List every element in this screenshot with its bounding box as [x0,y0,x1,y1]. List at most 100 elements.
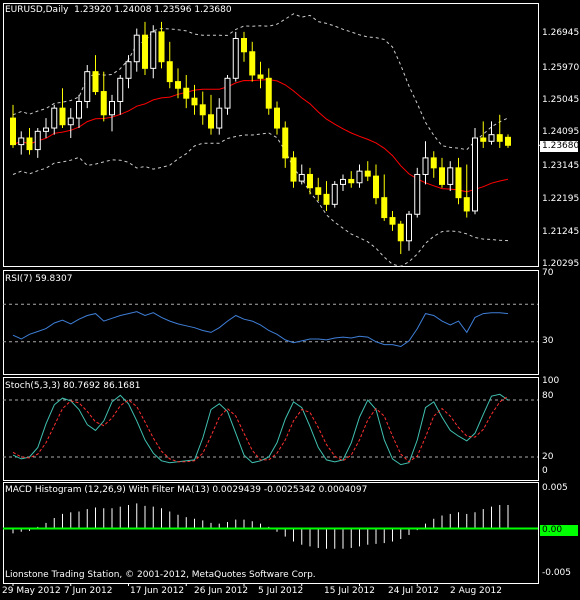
candle-body [100,91,107,116]
candle-body [183,87,190,99]
candle-body [133,34,140,63]
candle-body [389,217,396,225]
candle-body [125,61,132,79]
chart-header: EURUSD,Daily 1.23920 1.24008 1.23596 1.2… [5,5,232,15]
candle-body [397,223,404,242]
stoch-level-label: 100 [542,376,560,386]
date-tick-label: 5 Jul 2012 [258,586,304,596]
candle-body [59,107,66,126]
rsi-label: RSI(7) 59.8307 [5,274,73,284]
date-tick-label: 26 Jun 2012 [194,586,249,596]
candle-body [199,104,206,116]
candle-body [142,34,148,69]
candle-body [447,167,454,185]
candle-body [315,187,322,195]
date-tick-label: 2 Aug 2012 [450,586,502,596]
candle-body [455,167,462,199]
candle-body [175,81,181,89]
pane-border-rsi [3,270,539,375]
macd-level-label: -0.005 [542,568,572,578]
date-tick-label: 17 Jun 2012 [130,586,185,596]
symbol-info: EURUSD,Daily [5,5,69,15]
candle-body [216,107,223,129]
stoch-signal-line [12,395,509,463]
candle-body [84,71,91,103]
candle-body [10,117,16,146]
candle-body [232,38,239,79]
price-tick-label: 1.22195 [542,194,580,204]
candle-body [323,193,330,205]
ohlc-values: 1.23920 1.24008 1.23596 1.23680 [74,5,232,15]
stoch-level-label: 80 [542,391,554,401]
candle-body [92,71,99,93]
current-price-badge: 1.23680 [540,141,580,152]
candle-body [249,51,256,76]
candle-body [18,137,25,146]
candle-body [439,167,445,185]
candle-body [257,74,264,79]
candle-body [191,97,198,106]
candle-body [463,197,470,212]
candle-body [496,134,503,142]
candle-body [373,175,379,199]
candle-body [158,31,165,63]
candle-body [76,101,82,119]
rsi-line [12,311,509,348]
candle-body [480,137,487,142]
stoch-main-line [12,393,509,466]
date-tick-label: 29 May 2012 [2,586,61,596]
candle-body [298,173,305,182]
candle-body [166,61,173,83]
copyright-footer: Lionstone Trading Station, © 2001-2012, … [5,570,316,580]
date-tick-label: 15 Jul 2012 [324,586,375,596]
macd-level-label: 0.005 [542,483,568,493]
stoch-label: Stoch(5,3,3) 80.7692 86.1681 [5,381,141,391]
candle-body [356,170,363,184]
candle-body [290,157,297,182]
candle-body [414,173,421,215]
candle-body [406,213,412,242]
pane-border-price [3,3,539,267]
price-tick-label: 1.24095 [542,127,580,137]
candle-body [505,136,511,146]
candle-body [117,77,124,103]
macd-label: MACD Histogram (12,26,9) With Filter MA(… [5,485,368,495]
bollinger-lower-line [12,132,509,267]
candle-body [364,170,371,177]
pane-border-macd [3,482,539,584]
pane-border-stoch [3,377,539,481]
candle-body [274,107,280,129]
price-tick-label: 1.23145 [542,161,580,171]
candle-body [224,77,231,109]
candle-body [51,107,58,129]
candle-body [331,183,338,205]
candle-body [34,130,41,151]
candle-body [430,157,437,169]
macd-zero-badge: 0.00 [540,525,578,536]
candle-body [43,127,49,132]
price-tick-label: 1.21245 [542,227,580,237]
bollinger-upper-line [12,13,509,151]
date-tick-label: 7 Jun 2012 [64,586,113,596]
candle-body [472,137,478,212]
candle-body [282,127,289,159]
candle-body [348,178,355,184]
candle-body [488,134,495,142]
stoch-level-label: 0 [542,466,548,476]
candle-body [150,31,157,69]
candle-body [340,178,346,185]
price-tick-label: 1.20295 [542,259,580,269]
price-tick-label: 1.26945 [542,28,580,38]
rsi-level-label: 70 [542,268,554,278]
candle-body [422,157,429,175]
date-tick-label: 24 Jul 2012 [388,586,439,596]
candle-body [109,101,115,116]
candle-body [381,197,388,219]
candle-body [67,117,74,126]
candle-body [241,38,247,53]
rsi-level-label: 30 [542,336,554,346]
price-tick-label: 1.25970 [542,63,580,73]
candle-body [208,114,214,129]
stoch-level-label: 20 [542,452,554,462]
